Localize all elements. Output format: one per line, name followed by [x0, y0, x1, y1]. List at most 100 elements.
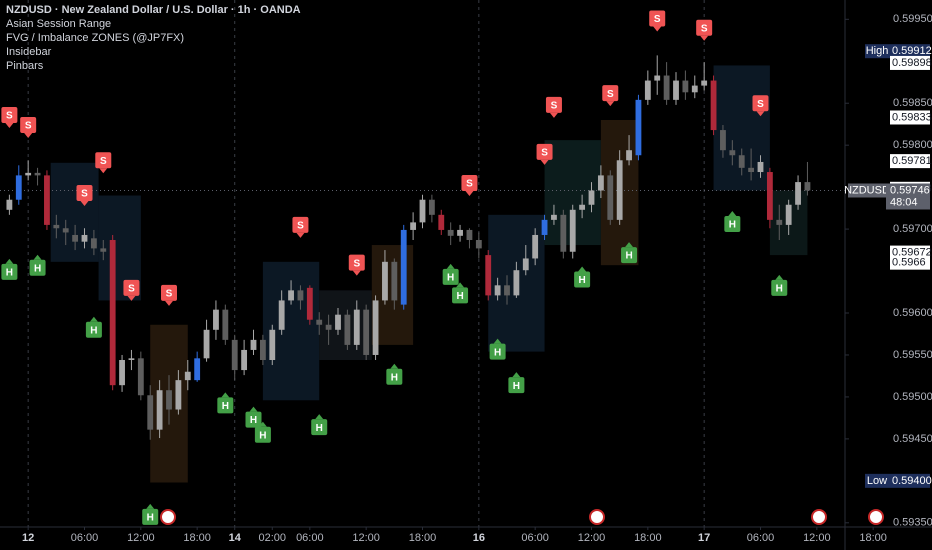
extreme-tag: [865, 473, 890, 488]
candle-body: [766, 172, 773, 220]
candle-body: [335, 314, 341, 330]
signal-box: [536, 143, 553, 160]
price-badge: 0.59833: [890, 110, 932, 125]
signal-label: H: [34, 263, 41, 274]
candle-body: [457, 229, 463, 236]
hold-signal: H: [621, 242, 638, 264]
sell-signal: S: [1, 106, 18, 128]
price-value: 0.59781: [892, 155, 932, 167]
flag-icon[interactable]: [868, 509, 884, 525]
price-value: 0.59833: [892, 111, 932, 123]
candle-body: [109, 240, 116, 386]
hold-signal: H: [442, 263, 459, 285]
signal-pointer: [33, 254, 42, 260]
sell-signal: S: [536, 143, 553, 165]
price-badge: High 0.59912: [865, 44, 932, 59]
signal-label: H: [456, 291, 463, 302]
signal-box: [142, 508, 159, 525]
candle-body: [579, 204, 586, 210]
signal-box: [254, 426, 271, 443]
candle-body: [382, 261, 388, 301]
candle-body: [25, 172, 32, 176]
signal-label: S: [297, 221, 304, 232]
signal-box: [545, 96, 562, 113]
signal-pointer: [446, 263, 455, 269]
signal-label: S: [25, 121, 32, 132]
signal-box: [452, 287, 469, 304]
price-value: 0.59400: [892, 475, 932, 487]
candle-body: [175, 380, 182, 410]
signal-pointer: [221, 392, 230, 398]
signal-box: [217, 397, 234, 414]
hold-signal: H: [29, 254, 46, 276]
sell-signal: S: [602, 85, 619, 107]
candle-body: [231, 339, 238, 371]
day-separators: [0, 0, 845, 527]
signal-pointer: [456, 282, 465, 288]
candle-body: [588, 190, 595, 205]
candle-body: [560, 214, 567, 252]
candle-body: [90, 238, 97, 249]
candle-body: [363, 309, 370, 355]
candle-body: [15, 175, 22, 200]
candle-body: [259, 339, 266, 361]
flag-icon[interactable]: [811, 509, 827, 525]
signal-label: S: [6, 111, 13, 122]
signal-label: H: [729, 220, 736, 231]
price-badges: High0.599120.598980.598330.597810.59748N…: [844, 44, 932, 488]
extreme-tag: [865, 44, 890, 59]
candle-body: [316, 319, 323, 325]
x-tick-label: 18:00: [183, 532, 211, 544]
candle-body: [504, 285, 510, 296]
signal-pointer: [540, 159, 549, 165]
candle-body: [428, 199, 435, 215]
signal-box: [489, 343, 506, 360]
signal-pointer: [249, 406, 258, 412]
signal-pointer: [80, 201, 89, 207]
price-box: [890, 55, 930, 70]
signal-label: H: [513, 381, 520, 392]
signal-box: [508, 377, 525, 394]
candle-body: [616, 160, 623, 220]
x-tick-label: 18:00: [409, 532, 437, 544]
candle-body: [166, 390, 172, 410]
x-tick-label: 12:00: [803, 532, 831, 544]
x-tick-label: 14: [229, 532, 242, 544]
candle-body: [494, 285, 501, 296]
x-tick-label: 12:00: [578, 532, 606, 544]
signal-box: [95, 152, 112, 169]
flag-icon[interactable]: [160, 509, 176, 525]
x-tick-label: 06:00: [71, 532, 99, 544]
signal-pointer: [728, 211, 737, 217]
candle-body: [269, 329, 276, 361]
signal-pointer: [606, 101, 615, 107]
candle-body: [682, 80, 689, 93]
signal-label: S: [100, 156, 107, 167]
candle-body: [541, 219, 548, 235]
signal-pointer: [390, 363, 399, 369]
flag-icon[interactable]: [589, 509, 605, 525]
candle-body: [194, 358, 201, 381]
signal-label: H: [625, 251, 632, 262]
hold-signal: H: [574, 266, 591, 288]
signal-label: S: [353, 258, 360, 269]
candle-body: [325, 324, 332, 330]
signal-pointer: [775, 274, 784, 280]
symbol-tag: [848, 183, 886, 198]
candle-body: [551, 214, 557, 220]
x-tick-label: 06:00: [521, 532, 549, 544]
legend-title: NZDUSD · New Zealand Dollar / U.S. Dolla…: [6, 4, 301, 16]
sell-signal: S: [20, 117, 37, 139]
y-tick-label: 0.59700: [893, 223, 932, 235]
signal-label: H: [494, 347, 501, 358]
candle-body: [297, 290, 304, 301]
signal-box: [386, 368, 403, 385]
hold-signal: H: [142, 503, 159, 525]
signal-label: S: [128, 283, 135, 294]
signal-label: H: [776, 283, 783, 294]
signal-box: [649, 10, 666, 27]
candle-body: [100, 248, 107, 252]
signal-pointer: [315, 414, 324, 420]
